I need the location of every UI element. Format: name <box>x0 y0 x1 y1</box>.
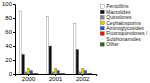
y-tick: 0 <box>9 71 15 77</box>
legend-swatch <box>100 32 104 36</box>
bar-series <box>30 71 87 75</box>
x-tick-label: 2002 <box>76 76 90 82</box>
y-tick-label: 60 <box>5 29 12 35</box>
y-tick: 100 <box>2 1 15 7</box>
bar <box>87 73 90 74</box>
bar <box>89 73 92 74</box>
y-tick: 80 <box>5 15 15 21</box>
bar <box>52 72 55 74</box>
x-axis: 2000 2001 2002 <box>16 74 97 82</box>
x-tick: 2002 <box>76 74 90 82</box>
bar <box>57 71 60 75</box>
legend-item: Other <box>100 41 119 47</box>
bar <box>19 11 22 74</box>
bar <box>30 71 33 75</box>
bar <box>35 73 38 74</box>
x-tick: 2000 <box>22 74 36 82</box>
bar <box>73 24 76 74</box>
y-tick-label: 100 <box>2 1 13 7</box>
bar <box>54 68 57 74</box>
y-tick-mark <box>13 18 15 19</box>
bar <box>81 68 84 74</box>
y-tick: 40 <box>5 43 15 49</box>
bar <box>76 50 79 75</box>
y-tick-mark <box>13 32 15 33</box>
legend-label: Other <box>106 41 119 47</box>
bar <box>62 73 65 74</box>
legend-label-line: Other <box>106 41 119 47</box>
bar <box>46 17 49 74</box>
legend-swatch <box>100 43 104 47</box>
chart: PenicillinsMacrolidesQuinolonesCephalosp… <box>0 0 150 83</box>
bar <box>60 73 63 74</box>
legend-swatch <box>100 21 104 25</box>
bar-series <box>35 73 92 74</box>
legend-item: Fluoroquinolones /Sulphonamides <box>100 30 148 41</box>
bar <box>79 72 82 74</box>
bar <box>49 46 52 74</box>
legend: PenicillinsMacrolidesQuinolonesCephalosp… <box>100 3 148 47</box>
bar-series <box>22 46 79 74</box>
plot: 2000 2001 2002 0 20 40 60 80 100 <box>2 1 97 82</box>
y-tick-mark <box>13 60 15 61</box>
x-tick-label: 2001 <box>49 76 63 82</box>
bar <box>22 54 25 74</box>
y-axis: 0 20 40 60 80 100 <box>2 1 16 77</box>
axis-line <box>13 5 16 75</box>
x-tick-label: 2000 <box>22 76 36 82</box>
legend-swatch <box>100 16 104 20</box>
legend-swatch <box>100 5 104 9</box>
bar-series <box>27 68 84 74</box>
bar <box>33 73 36 74</box>
bars <box>19 11 92 74</box>
legend-label: Fluoroquinolones /Sulphonamides <box>106 30 148 41</box>
legend-swatch <box>100 10 104 14</box>
bar <box>84 71 87 75</box>
y-tick-label: 20 <box>5 57 12 63</box>
y-tick: 60 <box>5 29 15 35</box>
x-tick: 2001 <box>49 74 63 82</box>
chart-container: PenicillinsMacrolidesQuinolonesCephalosp… <box>0 0 150 83</box>
legend-swatch <box>100 26 104 30</box>
y-tick-mark <box>13 4 15 5</box>
y-tick-label: 40 <box>5 43 12 49</box>
y-tick-mark <box>13 46 15 47</box>
bar-series <box>33 73 90 74</box>
bar-series <box>19 11 76 74</box>
bar-series <box>25 72 82 74</box>
y-tick-label: 80 <box>5 15 12 21</box>
y-tick: 20 <box>5 57 15 63</box>
y-tick-mark <box>13 74 15 75</box>
bar <box>25 72 28 74</box>
bar <box>27 68 30 74</box>
y-tick-label: 0 <box>9 71 13 77</box>
